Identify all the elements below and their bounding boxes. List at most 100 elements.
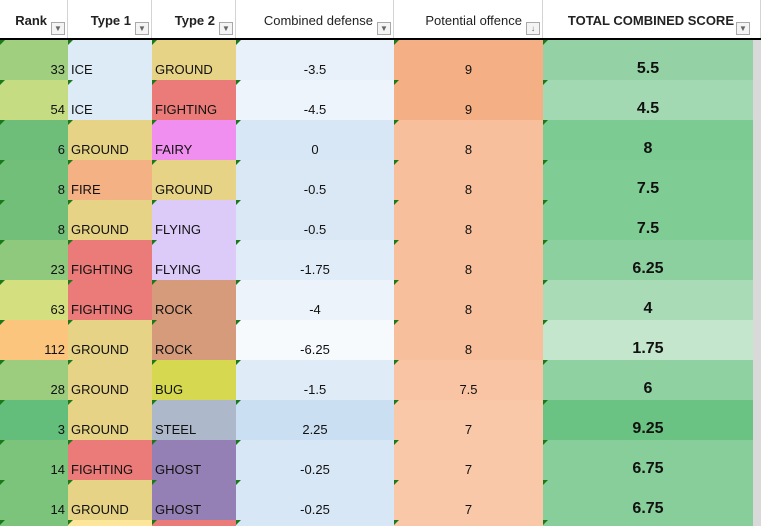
cell-type-1[interactable]: GROUND (68, 120, 152, 160)
cell-combined-defense[interactable]: -0.5 (236, 160, 394, 200)
cell-value: ROCK (155, 342, 193, 357)
cell-total-combined-score[interactable]: 4 (543, 280, 753, 320)
filter-dropdown-icon[interactable]: ▼ (736, 22, 750, 35)
cell-combined-defense[interactable]: 2.25 (236, 400, 394, 440)
filter-dropdown-icon[interactable]: ▼ (135, 22, 149, 35)
cell-type-1[interactable]: GROUND (68, 200, 152, 240)
cell-rank[interactable]: 6 (0, 120, 68, 160)
cell-combined-defense[interactable]: 0 (236, 120, 394, 160)
cell-potential-offence[interactable]: 7 (394, 480, 543, 520)
cell-value: 8 (464, 262, 473, 277)
cell-rank[interactable]: 63 (0, 280, 68, 320)
cell-combined-defense[interactable]: -4 (236, 280, 394, 320)
cell-rank[interactable] (0, 520, 68, 526)
cell-combined-defense[interactable] (236, 520, 394, 526)
filter-dropdown-icon[interactable]: ▼ (377, 22, 391, 35)
cell-value: -1.5 (303, 382, 327, 397)
cell-value: FIGHTING (155, 102, 218, 117)
cell-type-2[interactable]: GHOST (152, 440, 236, 480)
cell-total-combined-score[interactable] (543, 520, 753, 526)
cell-type-2[interactable] (152, 520, 236, 526)
cell-rank[interactable]: 54 (0, 80, 68, 120)
cell-combined-defense[interactable]: -6.25 (236, 320, 394, 360)
cell-value: GROUND (155, 182, 213, 197)
cell-total-combined-score[interactable]: 6.25 (543, 240, 753, 280)
filter-dropdown-icon[interactable]: ▼ (51, 22, 65, 35)
cell-type-1[interactable]: GROUND (68, 320, 152, 360)
cell-total-combined-score[interactable]: 8 (543, 120, 753, 160)
cell-type-2[interactable]: FLYING (152, 240, 236, 280)
cell-combined-defense[interactable]: -0.25 (236, 480, 394, 520)
cell-combined-defense[interactable]: -1.5 (236, 360, 394, 400)
table-row: 112 GROUND ROCK -6.25 8 1.75 (0, 320, 761, 360)
cell-type-1[interactable] (68, 520, 152, 526)
cell-value: 2.25 (302, 422, 328, 437)
cell-type-2[interactable]: GHOST (152, 480, 236, 520)
cell-potential-offence[interactable]: 9 (394, 40, 543, 80)
cell-rank[interactable]: 28 (0, 360, 68, 400)
cell-value: 8 (464, 142, 473, 157)
cell-rank[interactable]: 33 (0, 40, 68, 80)
header-label: Rank (15, 13, 47, 28)
cell-potential-offence[interactable]: 8 (394, 200, 543, 240)
cell-type-1[interactable]: FIGHTING (68, 440, 152, 480)
cell-potential-offence[interactable]: 8 (394, 120, 543, 160)
cell-type-2[interactable]: FIGHTING (152, 80, 236, 120)
cell-potential-offence[interactable]: 7.5 (394, 360, 543, 400)
cell-type-2[interactable]: FAIRY (152, 120, 236, 160)
cell-type-1[interactable]: GROUND (68, 480, 152, 520)
sort-descending-filter-icon[interactable]: ↓ (526, 22, 540, 35)
cell-total-combined-score[interactable]: 7.5 (543, 200, 753, 240)
cell-potential-offence[interactable] (394, 520, 543, 526)
header-label: Potential offence (425, 13, 522, 28)
cell-total-combined-score[interactable]: 6.75 (543, 480, 753, 520)
cell-potential-offence[interactable]: 8 (394, 280, 543, 320)
cell-type-2[interactable]: GROUND (152, 160, 236, 200)
filter-dropdown-icon[interactable]: ▼ (219, 22, 233, 35)
cell-potential-offence[interactable]: 7 (394, 440, 543, 480)
cell-type-2[interactable]: STEEL (152, 400, 236, 440)
cell-total-combined-score[interactable]: 6.75 (543, 440, 753, 480)
cell-combined-defense[interactable]: -4.5 (236, 80, 394, 120)
cell-type-1[interactable]: GROUND (68, 400, 152, 440)
cell-type-1[interactable]: GROUND (68, 360, 152, 400)
header-label: Type 1 (90, 13, 131, 28)
cell-total-combined-score[interactable]: 4.5 (543, 80, 753, 120)
cell-value: 8 (57, 222, 65, 237)
cell-rank[interactable]: 112 (0, 320, 68, 360)
cell-value: 23 (50, 262, 65, 277)
cell-rank[interactable]: 14 (0, 480, 68, 520)
cell-type-1[interactable]: ICE (68, 80, 152, 120)
cell-combined-defense[interactable]: -3.5 (236, 40, 394, 80)
cell-type-1[interactable]: FIRE (68, 160, 152, 200)
cell-potential-offence[interactable]: 8 (394, 160, 543, 200)
cell-rank[interactable]: 8 (0, 160, 68, 200)
cell-type-1[interactable]: ICE (68, 40, 152, 80)
cell-potential-offence[interactable]: 8 (394, 320, 543, 360)
cell-total-combined-score[interactable]: 7.5 (543, 160, 753, 200)
cell-type-1[interactable]: FIGHTING (68, 280, 152, 320)
cell-combined-defense[interactable]: -1.75 (236, 240, 394, 280)
cell-type-2[interactable]: ROCK (152, 320, 236, 360)
cell-type-1[interactable]: FIGHTING (68, 240, 152, 280)
cell-rank[interactable]: 8 (0, 200, 68, 240)
cell-rank[interactable]: 14 (0, 440, 68, 480)
cell-potential-offence[interactable]: 9 (394, 80, 543, 120)
cell-rank[interactable]: 23 (0, 240, 68, 280)
cell-total-combined-score[interactable]: 1.75 (543, 320, 753, 360)
header-combined-defense: Combined defense ▼ (236, 0, 394, 38)
cell-value: ROCK (155, 302, 193, 317)
cell-rank[interactable]: 3 (0, 400, 68, 440)
cell-potential-offence[interactable]: 8 (394, 240, 543, 280)
cell-type-2[interactable]: FLYING (152, 200, 236, 240)
cell-value: STEEL (155, 422, 197, 437)
cell-potential-offence[interactable]: 7 (394, 400, 543, 440)
cell-type-2[interactable]: BUG (152, 360, 236, 400)
cell-total-combined-score[interactable]: 9.25 (543, 400, 753, 440)
cell-total-combined-score[interactable]: 6 (543, 360, 753, 400)
cell-type-2[interactable]: ROCK (152, 280, 236, 320)
cell-combined-defense[interactable]: -0.25 (236, 440, 394, 480)
cell-total-combined-score[interactable]: 5.5 (543, 40, 753, 80)
cell-type-2[interactable]: GROUND (152, 40, 236, 80)
cell-combined-defense[interactable]: -0.5 (236, 200, 394, 240)
